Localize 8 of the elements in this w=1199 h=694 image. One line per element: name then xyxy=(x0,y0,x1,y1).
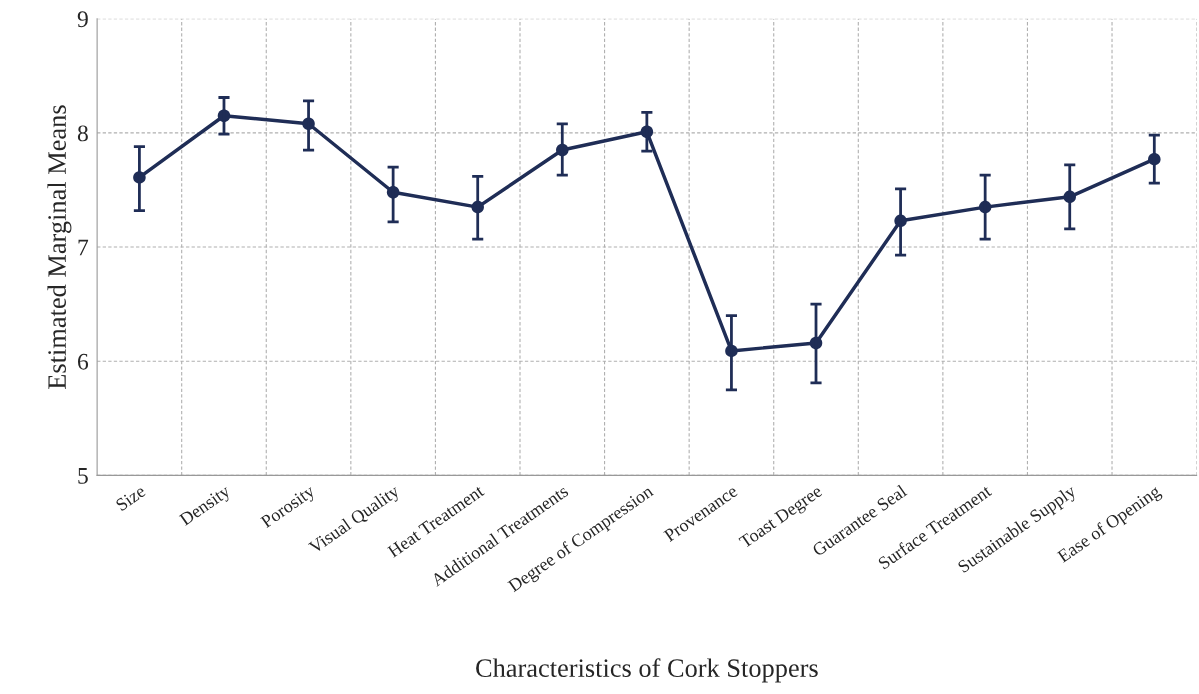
x-axis-title: Characteristics of Cork Stoppers xyxy=(476,658,818,683)
x-tick-label: Size xyxy=(115,484,147,512)
y-tick-label: 7 xyxy=(78,239,89,256)
y-tick-label: 8 xyxy=(77,125,88,142)
y-tick-label: 9 xyxy=(77,11,88,28)
y-tick-label: 5 xyxy=(78,468,88,484)
y-tick-label: 6 xyxy=(77,353,89,370)
y-axis-title: Estimated Marginal Means xyxy=(47,105,72,389)
